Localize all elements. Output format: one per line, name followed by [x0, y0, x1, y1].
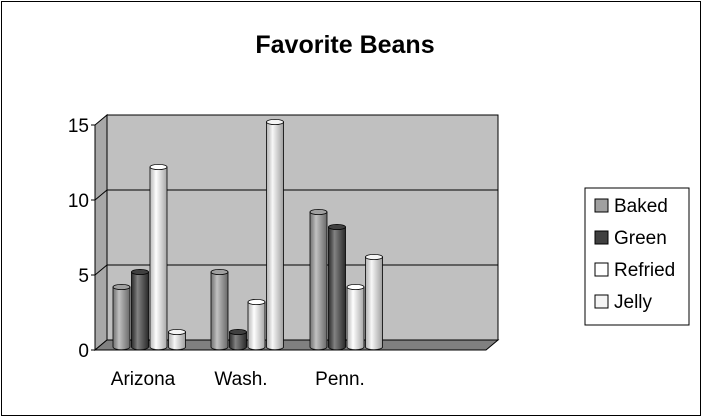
plot-floor — [93, 339, 500, 351]
y-tick-label: 5 — [78, 266, 89, 287]
bar — [346, 283, 365, 350]
bar — [229, 328, 247, 350]
legend-swatch — [594, 262, 609, 277]
bar — [247, 298, 266, 350]
x-tick-label: Penn. — [315, 369, 365, 390]
legend-label: Baked — [614, 196, 668, 217]
legend-swatch — [594, 294, 609, 309]
plot-side-wall — [94, 113, 108, 352]
y-tick-label: 10 — [68, 191, 89, 212]
gridline — [94, 189, 498, 201]
bar — [210, 268, 229, 350]
plot-area: 0 5 10 15 Arizona Wash. Penn. — [68, 113, 500, 390]
bar — [309, 208, 328, 350]
legend-swatch — [594, 198, 609, 213]
bar — [168, 328, 186, 350]
bar — [112, 283, 131, 350]
legend-swatch — [594, 230, 609, 245]
chart-title: Favorite Beans — [255, 31, 434, 59]
bar — [266, 119, 284, 350]
legend-label: Green — [614, 228, 667, 249]
legend-label: Refried — [614, 260, 675, 281]
legend-label: Jelly — [614, 292, 653, 313]
y-tick-label: 0 — [78, 341, 89, 362]
bar — [149, 163, 168, 350]
bar — [131, 268, 149, 350]
legend: Baked Green Refried Jelly — [584, 187, 690, 326]
x-tick-label: Wash. — [214, 369, 267, 390]
y-tick-label: 15 — [68, 116, 89, 137]
bar — [328, 223, 346, 350]
bar — [365, 253, 383, 350]
x-tick-label: Arizona — [111, 369, 176, 390]
